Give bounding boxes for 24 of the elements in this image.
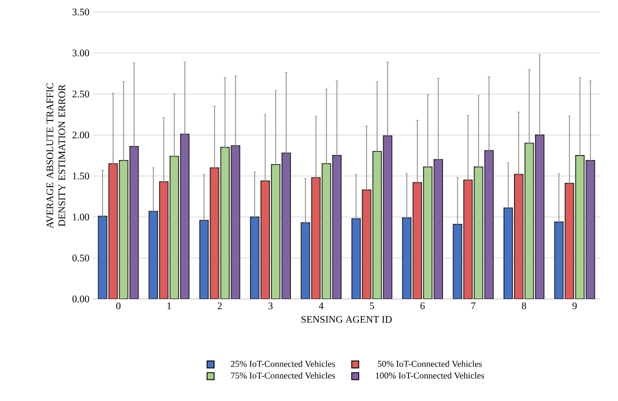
x-tick-label: 8 bbox=[522, 302, 526, 310]
legend-label: 100% IoT-Connected Vehicles bbox=[376, 372, 484, 379]
y-tick-label: 3.00 bbox=[72, 50, 90, 56]
y-tick-label: 1.50 bbox=[72, 172, 90, 180]
y-tick-label: 0.00 bbox=[72, 296, 90, 302]
x-tick-label: 1 bbox=[167, 302, 171, 310]
legend-label: 50% IoT-Connected Vehicles bbox=[378, 360, 482, 367]
x-tick-label: 7 bbox=[471, 302, 476, 310]
x-tick-label: 5 bbox=[370, 302, 374, 310]
x-tick-label: 4 bbox=[318, 302, 324, 310]
y-tick-label: 2.50 bbox=[72, 90, 90, 98]
x-tick-label: 0 bbox=[116, 302, 120, 310]
legend-label: 25% IoT-Connected Vehicles bbox=[230, 360, 335, 367]
x-tick-label: 6 bbox=[420, 302, 425, 310]
x-tick-label: 9 bbox=[572, 302, 577, 310]
x-tick-label: 3 bbox=[268, 302, 273, 310]
y-tick-label: 1.00 bbox=[72, 214, 90, 220]
x-tick-label: 2 bbox=[218, 302, 222, 310]
y-tick-label: 2.00 bbox=[72, 132, 90, 138]
legend-label: 75% IoT-Connected Vehicles bbox=[231, 372, 335, 379]
y-tick-label: 3.50 bbox=[72, 8, 90, 16]
y-tick-label: 0.50 bbox=[72, 254, 90, 262]
x-axis-title: SENSING AGENT ID bbox=[302, 316, 392, 323]
y-axis-title: AVERAGE ABSOLUTE TRAFFIC DENSITY ESTIMATION ERROR bbox=[46, 83, 66, 228]
